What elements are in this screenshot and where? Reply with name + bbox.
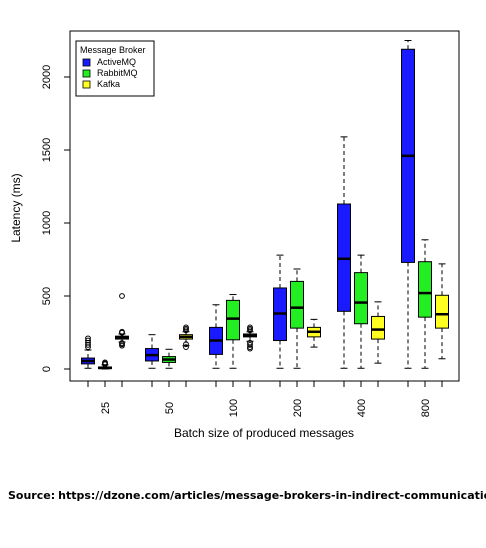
box-rabbitmq-200: [290, 268, 304, 369]
legend-swatch-activemq: [82, 58, 91, 67]
box-kafka-400: [371, 301, 385, 364]
legend-swatch-rabbitmq: [82, 69, 91, 78]
box-activemq-100: [209, 304, 223, 369]
box-rabbitmq-100: [226, 294, 240, 369]
x-tick-label: 200: [292, 399, 304, 417]
box-kafka-200: [307, 318, 321, 348]
box-body: [354, 272, 368, 325]
source-label: Source:: [8, 489, 56, 502]
legend-label-activemq: ActiveMQ: [97, 57, 136, 67]
box-body: [435, 294, 449, 329]
box-layer: [81, 40, 449, 370]
outlier-point: [102, 359, 108, 366]
outlier-point: [119, 340, 125, 346]
box-activemq-25: [81, 335, 95, 369]
y-axis: 0 500 1000 1500 2000: [41, 65, 71, 372]
outlier-point: [183, 324, 189, 331]
outlier-point: [247, 339, 253, 346]
legend-label-kafka: Kafka: [97, 79, 120, 89]
outlier-point: [247, 324, 253, 331]
box-rabbitmq-25: [98, 359, 112, 370]
x-axis: 25 50 100 200 400 800: [87, 380, 443, 417]
outlier-point: [183, 341, 189, 348]
box-activemq-800: [401, 40, 415, 369]
box-kafka-50: [179, 324, 193, 351]
outlier-point: [85, 335, 91, 342]
box-rabbitmq-400: [354, 254, 368, 369]
y-axis-label: Latency (ms): [9, 173, 23, 242]
latency-boxplot-chart: 0 500 1000 1500 2000 25 50 100 200 400 800 Batch …: [9, 30, 460, 440]
x-tick-label: 800: [420, 399, 432, 417]
box-body: [290, 280, 304, 329]
legend-frame: [75, 40, 155, 97]
y-tick-label: 2000: [41, 65, 53, 89]
legend-swatch-kafka: [82, 80, 91, 89]
box-activemq-400: [337, 136, 351, 369]
outlier-point: [119, 328, 125, 335]
x-tick-label: 400: [356, 399, 368, 417]
box-kafka-800: [435, 263, 449, 360]
box-rabbitmq-50: [162, 348, 176, 369]
x-tick-label: 25: [100, 402, 112, 414]
box-rabbitmq-800: [418, 239, 432, 369]
box-kafka-100: [243, 324, 257, 352]
box-activemq-200: [273, 254, 287, 369]
x-tick-label: 100: [228, 399, 240, 417]
legend-title: Message Broker: [80, 45, 146, 55]
y-tick-label: 0: [41, 366, 53, 372]
outlier-point: [119, 293, 125, 299]
x-tick-label: 50: [164, 402, 176, 414]
box-body: [226, 299, 240, 341]
legend-label-rabbitmq: RabbitMQ: [97, 68, 138, 78]
y-tick-label: 1000: [41, 211, 53, 235]
outlier-point: [85, 337, 91, 344]
box-kafka-25: [115, 293, 129, 349]
source-note: Source: https://dzone.com/articles/messag…: [8, 489, 486, 502]
box-activemq-50: [145, 334, 159, 369]
box-body: [371, 315, 385, 340]
source-url[interactable]: https://dzone.com/articles/message-broke…: [58, 489, 486, 502]
outlier-point: [247, 342, 253, 348]
box-body: [418, 261, 432, 318]
outlier-point: [183, 344, 189, 351]
y-tick-label: 500: [41, 287, 53, 305]
y-tick-label: 1500: [41, 138, 53, 162]
x-axis-label: Batch size of produced messages: [174, 426, 354, 440]
